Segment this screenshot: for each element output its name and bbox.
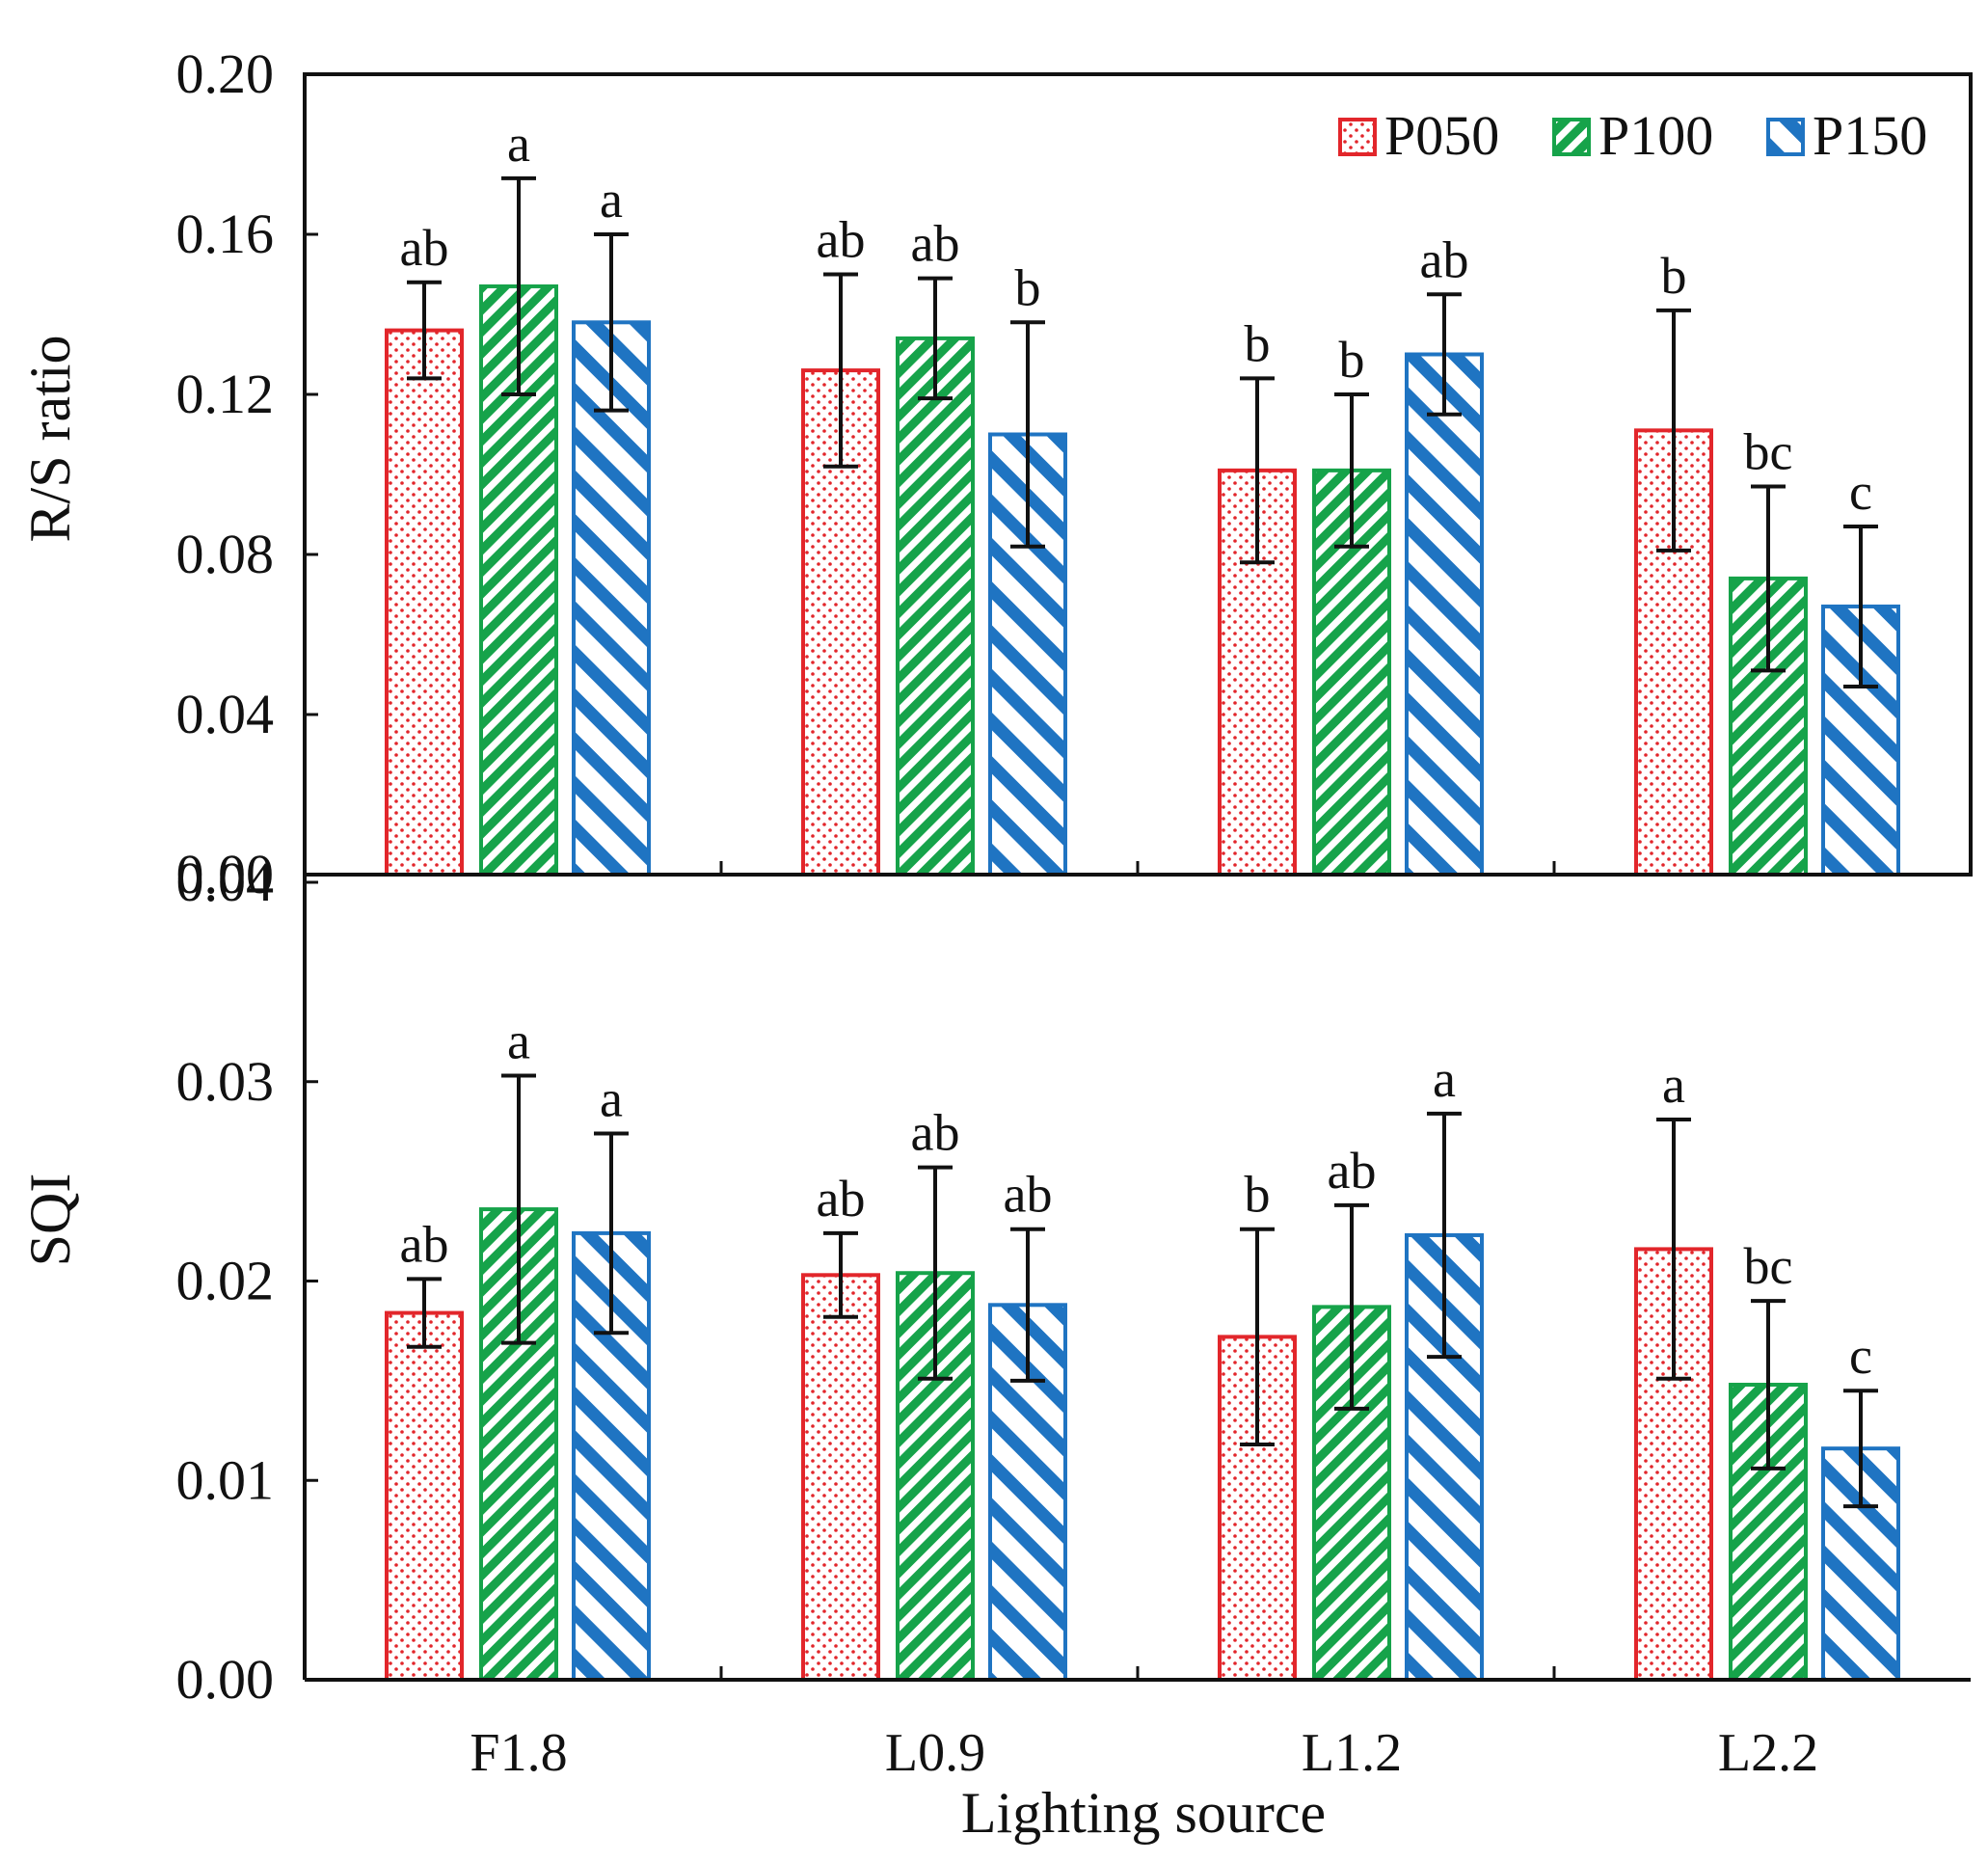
legend-item-p100: P100: [1552, 104, 1713, 167]
top-significance-letter: ab: [1420, 230, 1469, 288]
bottom-significance-letter: ab: [911, 1104, 960, 1162]
category-label-l22: L2.2: [1718, 1723, 1818, 1783]
top-y-tick-label: 0.20: [176, 42, 275, 105]
top-y-tick-label: 0.00: [176, 843, 275, 905]
top-significance-letter: a: [600, 171, 623, 229]
bottom-y-axis-title: SQI: [18, 1174, 82, 1267]
top-significance-letter: b: [1339, 331, 1365, 389]
bottom-errorbar-p050-l22: [1656, 1118, 1691, 1381]
bottom-bar-p050-l09: [801, 1273, 880, 1682]
bottom-errorbar-p150-l12: [1427, 1111, 1462, 1360]
bottom-errorbar-p100-f18: [501, 1073, 536, 1345]
bottom-y-tick-label: 0.04: [176, 850, 275, 913]
bottom-significance-letter: ab: [817, 1170, 866, 1228]
top-y-tick-label: 0.08: [176, 523, 275, 585]
category-label-l12: L1.2: [1302, 1723, 1402, 1783]
top-significance-letter: a: [507, 115, 530, 173]
legend-item-p150: P150: [1766, 104, 1927, 167]
top-significance-letter: bc: [1744, 422, 1793, 480]
bottom-significance-letter: a: [1662, 1056, 1685, 1114]
bottom-significance-letter: ab: [1328, 1142, 1377, 1200]
bottom-errorbar-p050-l12: [1240, 1227, 1275, 1447]
legend-label-p050: P050: [1384, 104, 1499, 167]
top-errorbar-p100-l09: [918, 276, 953, 401]
top-bar-p100-l09: [896, 336, 975, 877]
top-significance-letter: ab: [817, 211, 866, 269]
bottom-errorbar-p050-l09: [823, 1230, 858, 1319]
top-y-tick-label: 0.04: [176, 683, 275, 745]
top-y-tick-label: 0.16: [176, 202, 275, 265]
top-y-tick-label: 0.12: [176, 363, 275, 425]
bottom-errorbar-p100-l22: [1751, 1299, 1786, 1471]
top-errorbar-p100-l22: [1751, 484, 1786, 673]
top-bars: [385, 283, 1900, 877]
bottom-y-ticks: 0.00 0.01 0.02 0.03 0.04: [176, 850, 318, 1711]
bottom-bar-p050-f18: [385, 1310, 464, 1682]
bottom-errorbars: [407, 1073, 1878, 1509]
legend-swatch-p150: [1766, 118, 1805, 156]
top-significance-letter: b: [1245, 314, 1271, 372]
bottom-y-tick-label: 0.03: [176, 1050, 275, 1113]
axes: [303, 72, 1973, 1682]
bottom-significance-letter: ab: [400, 1215, 449, 1273]
top-significance-letter: b: [1015, 258, 1041, 316]
bottom-y-tick-label: 0.00: [176, 1648, 275, 1711]
bottom-errorbar-p150-l22: [1843, 1389, 1878, 1509]
top-errorbar-p050-l09: [823, 272, 858, 469]
bottom-errorbar-p150-l09: [1010, 1227, 1045, 1383]
bottom-significance-letter: a: [1433, 1050, 1456, 1108]
legend: P050 P100 P150: [1338, 104, 1927, 167]
category-labels: F1.8 L0.9 L1.2 L2.2: [470, 1723, 1818, 1783]
top-bar-p150-l12: [1405, 352, 1484, 877]
category-label-f18: F1.8: [470, 1723, 567, 1783]
bottom-significance-letter: a: [600, 1070, 623, 1128]
top-y-axis-title: R/S ratio: [18, 335, 82, 542]
bottom-errorbar-p100-l09: [918, 1165, 953, 1381]
legend-label-p100: P100: [1598, 104, 1713, 167]
bottom-bar-p150-l09: [988, 1303, 1067, 1683]
legend-item-p050: P050: [1338, 104, 1499, 167]
bottom-significance-letter: bc: [1744, 1237, 1793, 1295]
top-errorbar-p100-l12: [1334, 392, 1369, 549]
legend-swatch-p100: [1552, 118, 1591, 156]
bottom-y-tick-label: 0.01: [176, 1448, 275, 1511]
top-errorbar-p150-l22: [1843, 524, 1878, 688]
top-errorbar-p150-l09: [1010, 320, 1045, 549]
bottom-errorbar-p050-f18: [407, 1277, 442, 1349]
top-y-ticks: 0.00 0.04 0.08 0.12 0.16 0.20: [176, 42, 318, 905]
top-errorbar-p050-l22: [1656, 308, 1691, 553]
bottom-significance-letter: b: [1245, 1166, 1271, 1224]
legend-swatch-p050: [1338, 118, 1377, 156]
bottom-bars: [385, 1207, 1900, 1683]
legend-label-p150: P150: [1813, 104, 1927, 167]
top-errorbar-p050-l12: [1240, 376, 1275, 565]
bottom-errorbar-p150-f18: [594, 1131, 629, 1336]
top-significance-letter: ab: [911, 215, 960, 273]
top-errorbar-p100-f18: [501, 175, 536, 396]
top-errorbars: [407, 175, 1878, 688]
bottom-significance-letter: ab: [1004, 1166, 1053, 1224]
category-label-l09: L0.9: [885, 1723, 985, 1783]
bottom-errorbar-p100-l12: [1334, 1202, 1369, 1411]
bottom-y-tick-label: 0.02: [176, 1250, 275, 1312]
bottom-significance-letter: c: [1849, 1327, 1872, 1385]
top-errorbar-p150-f18: [594, 232, 629, 413]
top-significance-letter: b: [1661, 247, 1687, 305]
top-bar-p050-l22: [1634, 428, 1713, 877]
top-significance-letter: c: [1849, 463, 1872, 521]
top-errorbar-p050-f18: [407, 280, 442, 381]
bottom-significance-letter: a: [507, 1012, 530, 1070]
x-axis-title: Lighting source: [961, 1781, 1326, 1845]
top-significance-letter: ab: [400, 219, 449, 277]
top-errorbar-p150-l12: [1427, 292, 1462, 417]
top-bar-p050-f18: [385, 328, 464, 877]
